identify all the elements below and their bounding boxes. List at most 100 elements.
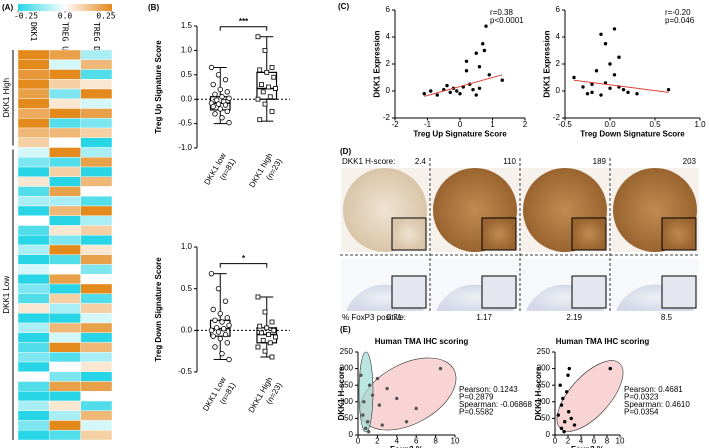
x-tick-label: 4 <box>395 437 400 446</box>
x-tick-label: -2 <box>391 120 399 129</box>
stat-label: P=0.2879 <box>459 393 494 402</box>
stat-label: r=-0.20 <box>665 8 691 17</box>
point <box>464 69 469 73</box>
point <box>271 74 277 80</box>
heat-cell <box>49 274 81 285</box>
point <box>215 329 222 335</box>
hscore-value: 203 <box>683 157 697 166</box>
inset <box>391 275 427 309</box>
point <box>255 96 261 102</box>
x-tick-label: 2 <box>523 120 528 129</box>
point <box>257 117 263 123</box>
point <box>608 366 612 371</box>
heat-cell <box>80 381 113 392</box>
heat-cell <box>17 196 50 207</box>
y-tick-label: 4 <box>556 32 561 41</box>
point <box>269 65 275 70</box>
y-tick-label: 1.0 <box>181 242 193 251</box>
heat-cell <box>49 361 81 372</box>
heat-cell <box>49 98 81 109</box>
x-tick-label: 1 <box>490 120 495 129</box>
heat-cell <box>49 166 81 177</box>
point <box>260 337 266 343</box>
y-tick-label: -1.0 <box>178 143 192 152</box>
y-axis-title: DKK1 Expression <box>373 30 382 97</box>
point <box>608 86 612 91</box>
point <box>219 350 225 357</box>
point <box>208 327 215 334</box>
x-tick-label: 8 <box>605 437 610 446</box>
x-tick-label: 8 <box>433 437 438 446</box>
heat-cell <box>49 293 81 304</box>
y-tick-label: -0.5 <box>178 367 192 376</box>
point <box>448 90 452 95</box>
chart-title: Human TMA IHC scoring <box>375 337 469 346</box>
point <box>603 42 608 46</box>
point <box>562 429 566 434</box>
stat-label: Pearson: 0.4681 <box>624 385 683 394</box>
heat-cell <box>80 49 113 60</box>
x-tick-label: 0.5 <box>649 120 661 129</box>
point <box>455 89 459 93</box>
point <box>599 93 603 97</box>
heat-cell <box>17 303 50 314</box>
cluster-ellipse <box>556 360 624 432</box>
heat-cell <box>17 186 50 197</box>
point <box>572 423 577 427</box>
colorbar-label: 0.0 <box>58 12 73 21</box>
point <box>266 84 271 90</box>
point <box>370 393 375 397</box>
heat-cell <box>49 235 81 246</box>
stat-label: P=0.0354 <box>624 408 659 417</box>
point <box>385 386 389 391</box>
point <box>464 59 469 63</box>
point <box>367 383 372 387</box>
point <box>599 32 603 36</box>
heat-cell <box>80 88 113 99</box>
heat-cell <box>80 293 113 304</box>
point <box>375 376 380 381</box>
point <box>590 82 594 86</box>
heat-cell <box>17 79 50 90</box>
point <box>626 90 630 95</box>
heat-cell <box>17 235 50 246</box>
heat-cell <box>80 410 113 421</box>
point <box>269 109 275 114</box>
point <box>212 91 218 98</box>
point <box>380 423 384 427</box>
point <box>558 383 562 387</box>
x-tick-label: 10 <box>451 437 460 446</box>
heat-cell <box>17 137 50 148</box>
fit-line <box>573 79 669 93</box>
heat-cell <box>49 342 81 353</box>
point <box>259 82 264 87</box>
point <box>482 48 487 53</box>
heat-cell <box>80 69 113 80</box>
point <box>484 24 488 28</box>
point <box>215 72 222 78</box>
point <box>481 42 485 46</box>
panel-label: (D) <box>340 147 351 156</box>
stat-label: p<0.0001 <box>490 16 524 25</box>
x-tick-label: 0 <box>458 120 463 129</box>
point <box>608 62 612 66</box>
heat-cell <box>80 59 113 70</box>
point <box>262 48 268 53</box>
point <box>260 89 266 95</box>
heat-cell <box>49 371 81 382</box>
point <box>559 403 564 407</box>
point <box>262 348 268 354</box>
point <box>422 92 426 96</box>
point <box>219 319 225 325</box>
group-label: DKK1 High <box>2 78 11 118</box>
x-tick-label: 0.0 <box>604 120 616 129</box>
heat-cell <box>80 98 113 109</box>
significance-label: *** <box>239 17 249 26</box>
colorbar-label: 0.25 <box>96 12 115 21</box>
heat-cell <box>49 264 81 275</box>
heat-cell <box>80 430 113 441</box>
heat-cell <box>49 157 81 168</box>
point <box>224 340 230 346</box>
heat-cell <box>49 59 81 70</box>
